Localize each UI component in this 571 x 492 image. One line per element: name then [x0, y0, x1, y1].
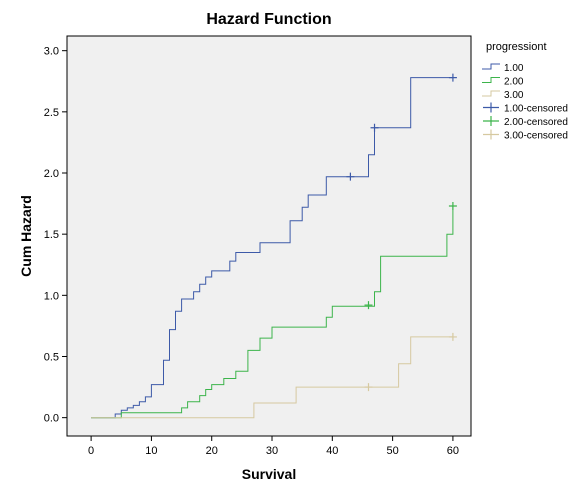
y-tick-label: 1.5 — [44, 229, 59, 241]
legend-symbol-1.00 — [482, 63, 500, 70]
x-tick-label: 50 — [386, 445, 398, 457]
legend-symbol-3.00-censored — [483, 129, 499, 140]
censor-marker-1.00-censored — [370, 123, 379, 132]
legend-symbol-2.00-censored — [483, 116, 499, 126]
y-tick-label: 1.0 — [44, 290, 59, 302]
legend-symbol-3.00 — [482, 90, 500, 97]
x-tick-label: 20 — [206, 445, 218, 457]
y-tick-label: 2.5 — [44, 107, 59, 119]
x-tick-label: 10 — [145, 445, 157, 457]
y-tick-label: 0.5 — [44, 351, 59, 363]
legend-entry-2.00: 2.00 — [504, 77, 524, 88]
y-tick-label: 2.0 — [44, 168, 59, 180]
x-axis-label: Survival — [242, 466, 296, 482]
legend-entry-3.00-censored: 3.00-censored — [504, 131, 568, 142]
x-tick-label: 60 — [447, 445, 459, 457]
censor-marker-3.00-censored — [448, 332, 457, 341]
x-tick-label: 40 — [326, 445, 338, 457]
censor-marker-3.00-censored — [364, 383, 373, 392]
legend-entry-1.00-censored: 1.00-censored — [504, 104, 568, 115]
y-axis-label: Cum Hazard — [18, 195, 34, 277]
censor-marker-2.00-censored — [364, 301, 373, 310]
censor-marker-1.00-censored — [448, 73, 457, 82]
legend-symbol-1.00-censored — [483, 102, 499, 113]
plot-area — [66, 35, 472, 437]
series-line-3.00 — [91, 336, 453, 419]
legend-symbol-2.00 — [482, 77, 500, 83]
legend-entry-1.00: 1.00 — [504, 63, 524, 74]
censor-marker-2.00-censored — [448, 202, 457, 211]
y-tick-label: 0.0 — [44, 413, 59, 425]
legend-entry-2.00-censored: 2.00-censored — [504, 117, 568, 128]
censor-marker-1.00-censored — [346, 172, 355, 181]
series-line-2.00 — [91, 206, 454, 419]
x-tick-label: 0 — [88, 445, 94, 457]
series-line-1.00 — [91, 77, 453, 419]
legend-entry-3.00: 3.00 — [504, 90, 524, 101]
y-tick-label: 3.0 — [44, 46, 59, 58]
legend-title: progressiont — [486, 41, 547, 53]
x-tick-label: 30 — [266, 445, 278, 457]
chart-title: Hazard Function — [206, 11, 331, 28]
